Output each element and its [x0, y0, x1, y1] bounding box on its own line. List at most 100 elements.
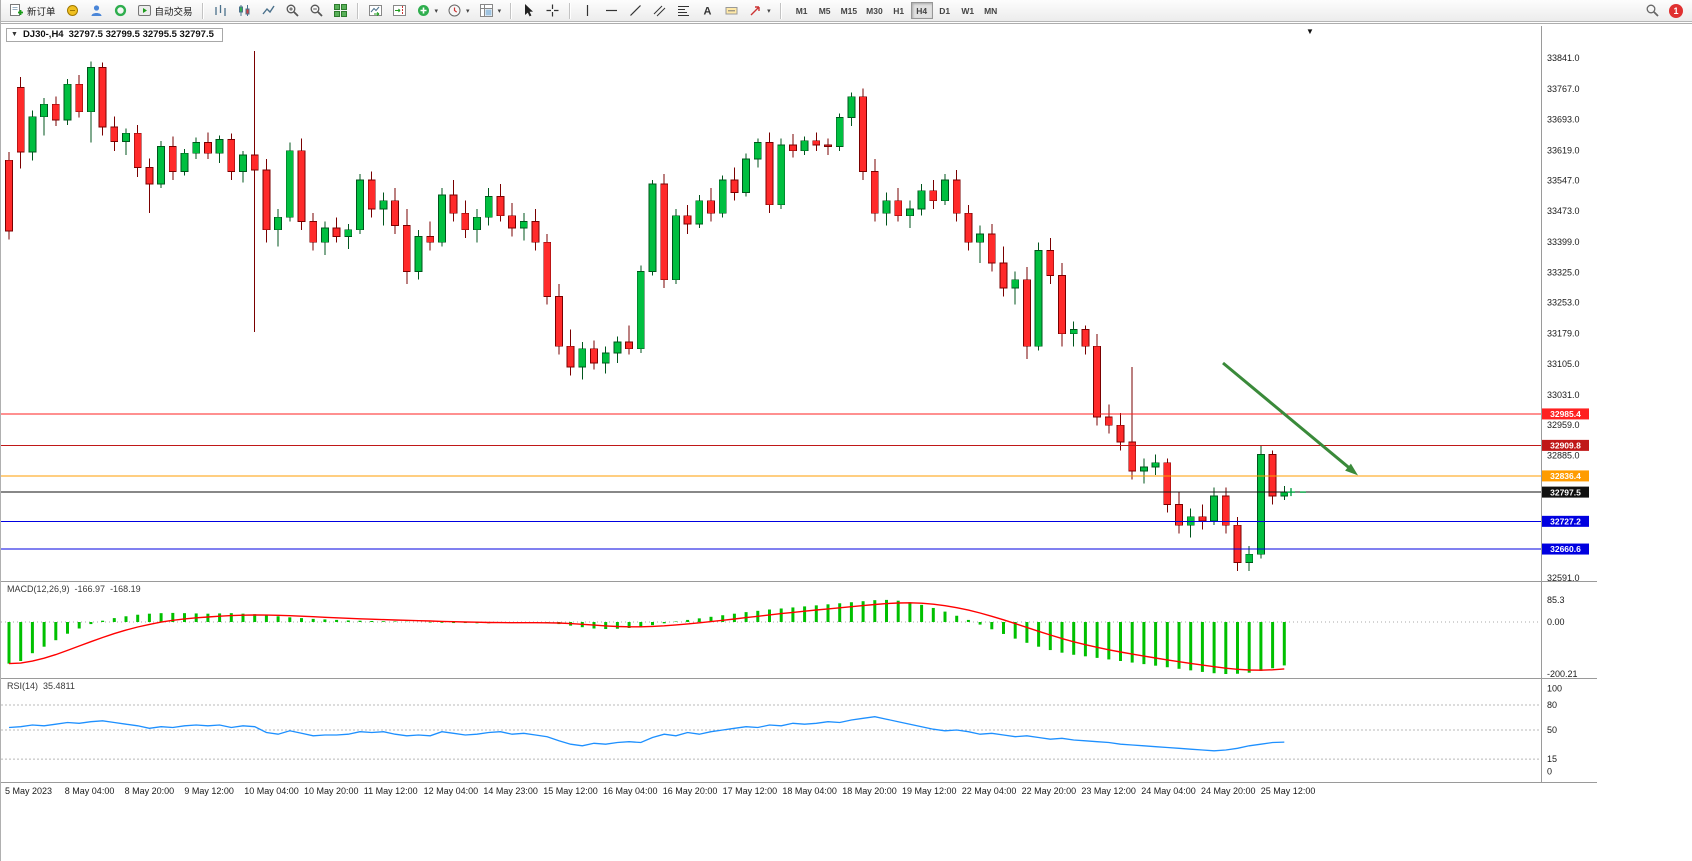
cursor-arrow-icon — [525, 4, 534, 17]
svg-text:32885.0: 32885.0 — [1547, 451, 1580, 461]
timeframe-m1-button[interactable]: M1 — [791, 2, 813, 19]
price-tag-32797.5: 32797.5 — [1542, 486, 1589, 498]
svg-text:33179.0: 33179.0 — [1547, 328, 1580, 338]
chart-bars-button[interactable] — [209, 1, 232, 20]
collapse-chevron-icon[interactable]: ▼ — [11, 31, 18, 38]
cursor-button[interactable] — [517, 1, 540, 20]
candles — [5, 50, 1289, 571]
trend-arrow-annotation[interactable] — [1222, 361, 1358, 476]
svg-text:15: 15 — [1547, 754, 1557, 764]
svg-text:0.00: 0.00 — [1547, 617, 1565, 627]
arrow-object-icon — [750, 6, 760, 16]
time-axis-label: 14 May 23:00 — [483, 786, 538, 796]
timeframe-h4-button[interactable]: H4 — [910, 2, 933, 19]
arrows-tool-button[interactable]: ▾ — [744, 1, 775, 20]
time-axis-label: 22 May 04:00 — [961, 786, 1017, 796]
toolbar-separator — [779, 2, 782, 19]
panel-separator[interactable] — [1, 678, 1597, 679]
timeframe-m30-button[interactable]: M30 — [862, 2, 887, 19]
text-label-icon — [725, 7, 738, 15]
macd-histogram — [7, 599, 1286, 674]
horizontal-line-icon — [606, 9, 618, 12]
time-axis[interactable]: 5 May 2023 8 May 04:00 8 May 20:00 9 May 12… — [1, 784, 1597, 800]
toolbar-separator — [201, 2, 204, 19]
svg-text:33105.0: 33105.0 — [1547, 359, 1580, 369]
template-icon — [479, 4, 493, 17]
fibonacci-tool-button[interactable] — [672, 1, 695, 20]
label-tool-button[interactable] — [720, 1, 743, 20]
text-tool-button[interactable]: A — [696, 1, 719, 20]
funds-button[interactable] — [61, 1, 84, 20]
chevron-down-icon: ▾ — [497, 7, 502, 15]
search-icon — [1646, 4, 1659, 17]
price-tag-32727.2: 32727.2 — [1542, 515, 1589, 527]
time-axis-label: 16 May 04:00 — [603, 786, 658, 796]
chart-candles-button[interactable] — [233, 1, 256, 20]
zoom-in-button[interactable] — [281, 1, 304, 20]
time-axis-label: 23 May 12:00 — [1081, 786, 1136, 796]
time-axis-label: 9 May 12:00 — [184, 786, 234, 796]
time-axis-label: 22 May 20:00 — [1021, 786, 1077, 796]
timeframe-mn-button[interactable]: MN — [980, 2, 1002, 19]
rsi-indicator-panel[interactable]: 100 80 50 15 0 — [1, 679, 1692, 783]
time-axis-label: 18 May 04:00 — [782, 786, 837, 796]
trendline-tool-button[interactable] — [624, 1, 647, 20]
price-tag-32909.8: 32909.8 — [1542, 439, 1589, 451]
time-axis-label: 19 May 12:00 — [902, 786, 957, 796]
timeframe-w1-button[interactable]: W1 — [957, 2, 979, 19]
crosshair-button[interactable] — [541, 1, 564, 20]
rsi-header: RSI(14) 35.4811 — [7, 681, 75, 691]
new-order-button[interactable]: 新订单 — [5, 1, 60, 20]
macd-title: MACD(12,26,9) — [7, 584, 70, 594]
templates-button[interactable]: ▾ — [475, 1, 506, 20]
vertical-line-tool-button[interactable] — [576, 1, 599, 20]
main-price-chart[interactable]: 33841.0 33767.0 33693.0 33619.0 33547.0 33473… — [1, 26, 1692, 582]
chevron-down-icon: ▾ — [466, 7, 470, 15]
notification-badge[interactable]: 1 — [1669, 3, 1683, 18]
tile-windows-button[interactable] — [329, 1, 352, 20]
panel-separator[interactable] — [1, 581, 1597, 582]
svg-text:32985.4: 32985.4 — [1550, 409, 1581, 419]
new-order-icon — [10, 4, 23, 16]
zoom-out-icon — [310, 4, 323, 17]
time-axis-label: 8 May 04:00 — [64, 786, 115, 796]
community-button[interactable] — [109, 1, 132, 20]
svg-text:32836.4: 32836.4 — [1550, 471, 1581, 481]
rsi-line — [8, 716, 1285, 752]
panel-separator — [1, 782, 1597, 783]
chart-line-button[interactable] — [257, 1, 280, 20]
macd-indicator-panel[interactable]: 85.3 0.00 -200.21 — [1, 582, 1692, 679]
scroll-position-marker-icon[interactable]: ▼ — [1306, 27, 1314, 36]
chevron-down-icon: ▾ — [434, 7, 439, 15]
channel-tool-button[interactable] — [648, 1, 671, 20]
line-chart-icon — [261, 5, 275, 15]
toolbar-separator — [356, 2, 359, 19]
horizontal-line-tool-button[interactable] — [600, 1, 623, 20]
time-axis-label: 10 May 04:00 — [244, 786, 299, 796]
autotrading-button[interactable]: 自动交易 — [133, 1, 197, 20]
chart-shift-button[interactable] — [388, 1, 411, 20]
search-button[interactable] — [1641, 1, 1664, 20]
time-axis-label: 12 May 04:00 — [423, 786, 479, 796]
indicators-button[interactable]: ▾ — [412, 1, 443, 20]
price-tag-32836.4: 32836.4 — [1542, 470, 1589, 482]
svg-text:32797.5: 32797.5 — [1550, 487, 1581, 497]
price-axis-border[interactable] — [1541, 26, 1542, 782]
time-axis-label: 8 May 20:00 — [124, 786, 175, 796]
time-axis-label: 10 May 20:00 — [304, 786, 359, 796]
periods-button[interactable]: ▾ — [443, 1, 474, 20]
accounts-button[interactable] — [85, 1, 108, 20]
svg-text:33253.0: 33253.0 — [1547, 298, 1580, 308]
timeframe-h1-button[interactable]: H1 — [888, 2, 910, 19]
timeframe-m15-button[interactable]: M15 — [837, 2, 862, 19]
zoom-out-button[interactable] — [305, 1, 328, 20]
price-tag-32660.6: 32660.6 — [1542, 543, 1589, 555]
toolbar-separator — [510, 2, 513, 19]
svg-text:32727.2: 32727.2 — [1550, 517, 1581, 527]
timeframe-d1-button[interactable]: D1 — [934, 2, 956, 19]
timeframe-m5-button[interactable]: M5 — [814, 2, 836, 19]
bar-chart-icon — [214, 5, 226, 16]
auto-scroll-button[interactable] — [364, 1, 387, 20]
new-order-label: 新订单 — [27, 6, 56, 18]
